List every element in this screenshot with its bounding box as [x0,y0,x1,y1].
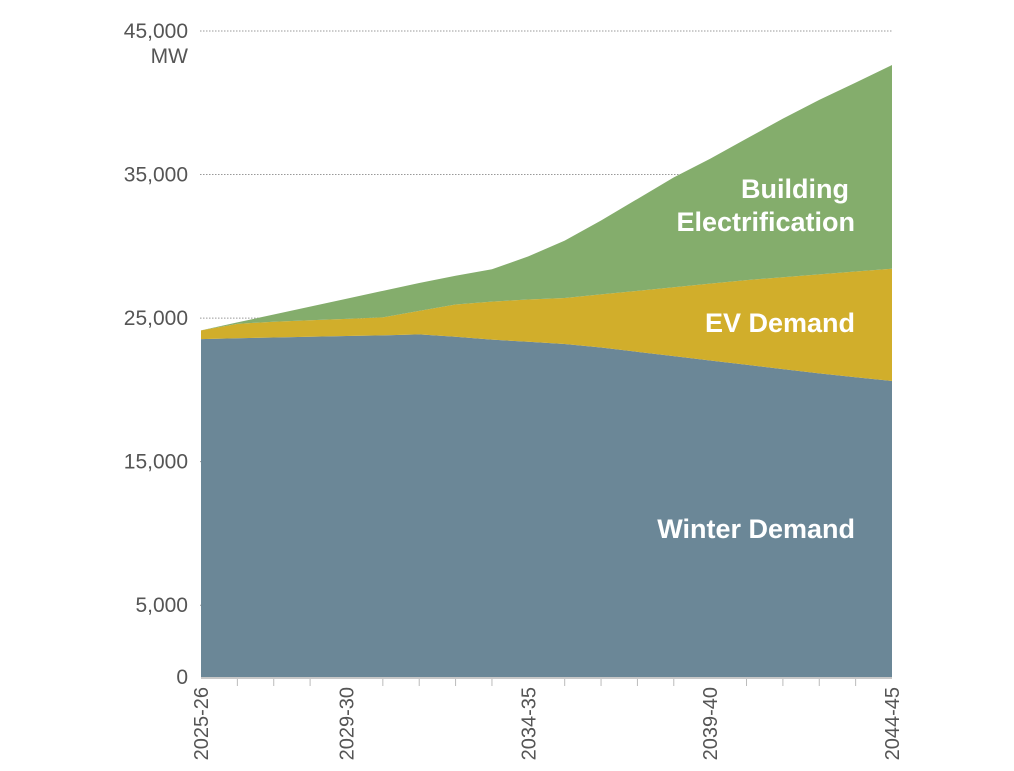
x-tick-label: 2034-35 [518,687,540,760]
x-tick-label: 2025-26 [191,687,213,760]
series-labels: Building Electrification EV Demand Winte… [657,174,855,544]
areas [201,65,892,677]
x-tick-label: 2044-45 [882,687,904,760]
y-unit-label: MW [151,45,188,68]
area-ev-demand [201,268,892,381]
x-tick-label: 2029-30 [336,687,358,760]
y-tick-label: 35,000 [124,164,188,187]
y-tick-label: 15,000 [124,451,188,474]
area-winter-demand [201,334,892,677]
label-building-line1: Building [741,174,849,204]
y-tick-label: 25,000 [124,307,188,330]
label-winter-demand: Winter Demand [657,514,855,544]
y-tick-label: 45,000 [124,20,188,43]
label-ev-demand: EV Demand [705,308,855,338]
y-tick-label: 5,000 [135,594,188,617]
y-axis: 0 5,000 15,000 25,000 35,000 45,000 [124,20,188,689]
area-building-electrification [201,65,892,331]
x-axis: 2025-26 2029-30 2034-35 2039-40 2044-45 [191,677,904,760]
label-building-line2: Electrification [676,207,855,237]
x-tick-label: 2039-40 [700,687,722,760]
y-tick-label: 0 [176,666,188,689]
